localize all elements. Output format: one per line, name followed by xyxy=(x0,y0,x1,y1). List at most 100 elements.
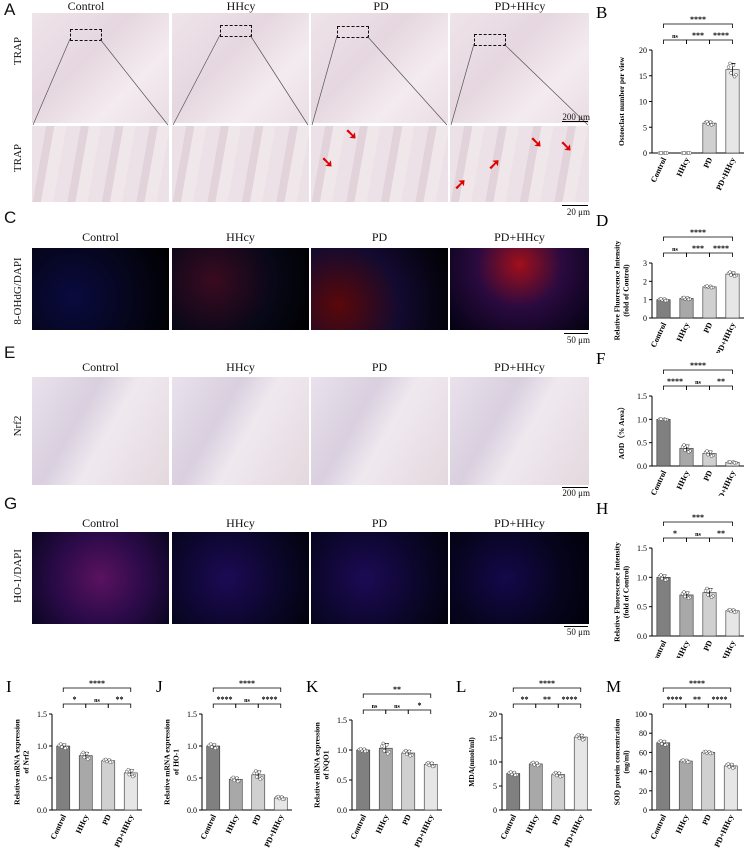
significance-label: **** xyxy=(239,679,255,688)
data-point xyxy=(359,747,363,751)
y-axis-label: Relative mRNA expression xyxy=(163,718,172,805)
c-image-control xyxy=(32,248,169,330)
data-point xyxy=(86,757,90,762)
a-zoom-lines xyxy=(32,34,589,126)
g-image-control xyxy=(32,532,169,624)
data-point xyxy=(255,775,259,779)
data-point xyxy=(659,151,663,155)
y-axis-label: Relative mRNA expression xyxy=(313,721,322,808)
significance-label: **** xyxy=(689,679,705,688)
data-point xyxy=(709,595,714,600)
y-tick-label: 1.0 xyxy=(637,415,647,424)
arrow-icon: ➘ xyxy=(530,135,543,151)
bar-pd xyxy=(101,760,116,811)
data-point xyxy=(729,71,733,75)
bar-pdhhcy xyxy=(123,772,138,811)
data-point xyxy=(509,770,513,774)
bar-pdhhcy xyxy=(723,765,738,811)
chart-d: D 0 1 2 3 Relative Fluorescence Intensity (fol… xyxy=(596,211,744,353)
data-point xyxy=(212,742,216,747)
a-image-pdhhcy-bottom: ➚ ➚ ➘ ➘ xyxy=(450,126,589,202)
y-axis-label: (ng/ml) xyxy=(622,750,631,774)
data-point xyxy=(732,610,737,614)
a-zoom-box xyxy=(220,25,252,37)
data-point xyxy=(706,452,710,457)
bar-pdhhcy xyxy=(725,69,740,154)
significance-bracket xyxy=(85,703,109,708)
significance-bracket xyxy=(407,709,432,714)
significance-label: **** xyxy=(539,679,555,688)
c-title-pdhhcy: PD+HHcy xyxy=(494,230,545,244)
e-title-control: Control xyxy=(82,360,119,374)
y-tick-label: 1.0 xyxy=(37,742,47,751)
y-tick-label: 0 xyxy=(643,314,647,323)
data-point xyxy=(705,284,709,288)
data-point xyxy=(663,151,668,155)
data-point xyxy=(131,774,135,779)
data-point xyxy=(731,270,736,275)
bar-control xyxy=(206,745,221,811)
y-tick-label: 1.0 xyxy=(337,746,347,755)
data-point xyxy=(659,573,663,577)
y-tick-label: 2 xyxy=(643,277,647,286)
a-title-pd: PD xyxy=(373,0,389,13)
data-point xyxy=(82,755,86,760)
bar-control xyxy=(656,742,671,811)
significance-bracket xyxy=(709,39,733,44)
a-image-pd-bottom: ➘ ➘ xyxy=(311,126,448,202)
y-axis-label: (fold of Control) xyxy=(622,264,631,317)
data-point xyxy=(108,760,112,764)
x-tick-label: HHcy xyxy=(675,156,692,178)
data-point xyxy=(63,746,67,750)
data-point xyxy=(705,119,709,124)
y-tick-label: 0 xyxy=(643,149,647,158)
data-point xyxy=(59,742,63,746)
y-axis-label: Osteoclast number per view xyxy=(617,56,626,146)
data-point xyxy=(407,749,411,754)
significance-bracket xyxy=(663,252,687,257)
bar-hhcy xyxy=(378,747,393,811)
significance-label: **** xyxy=(690,15,706,24)
bar-control xyxy=(506,773,521,811)
significance-bracket xyxy=(686,385,710,390)
e-row-label: Nrf2 xyxy=(12,415,24,437)
significance-bracket xyxy=(685,703,709,708)
y-tick-label: 5 xyxy=(493,782,497,791)
significance-bracket xyxy=(662,703,687,708)
data-point xyxy=(209,742,213,746)
bar-pdhhcy xyxy=(725,273,740,319)
y-tick-label: 3 xyxy=(643,259,647,268)
c-image-pdhhcy xyxy=(450,248,589,330)
e-title-pdhhcy: PD+HHcy xyxy=(494,360,545,374)
significance-bracket xyxy=(107,703,132,708)
data-point xyxy=(60,745,64,749)
significance-bracket xyxy=(557,703,582,708)
arrow-icon: ➘ xyxy=(345,127,358,143)
significance-label: **** xyxy=(713,31,729,40)
data-point xyxy=(709,454,714,458)
data-point xyxy=(708,587,713,592)
x-tick-label: HHcy xyxy=(224,813,241,835)
panel-letter-i: I xyxy=(6,677,12,696)
bar-hhcy xyxy=(528,763,543,811)
data-point xyxy=(683,594,687,599)
y-tick-label: 10 xyxy=(639,98,647,107)
data-point xyxy=(404,748,408,753)
a-zoom-box xyxy=(337,26,369,38)
data-point xyxy=(232,778,236,783)
significance-label: **** xyxy=(217,695,233,704)
bar-hhcy xyxy=(679,298,694,319)
significance-label: **** xyxy=(690,228,706,237)
significance-label: **** xyxy=(89,679,105,688)
x-tick-label: PD+HHcy xyxy=(563,813,586,849)
significance-label: ** xyxy=(717,377,725,386)
y-tick-label: 1.5 xyxy=(637,544,647,553)
x-tick-label: Control xyxy=(349,812,369,841)
bar-pd xyxy=(702,286,717,319)
significance-label: **** xyxy=(262,695,278,704)
data-point xyxy=(557,771,561,775)
data-point xyxy=(531,760,535,765)
data-point xyxy=(726,762,730,766)
significance-bracket xyxy=(535,703,559,708)
y-tick-label: 60 xyxy=(639,748,647,757)
